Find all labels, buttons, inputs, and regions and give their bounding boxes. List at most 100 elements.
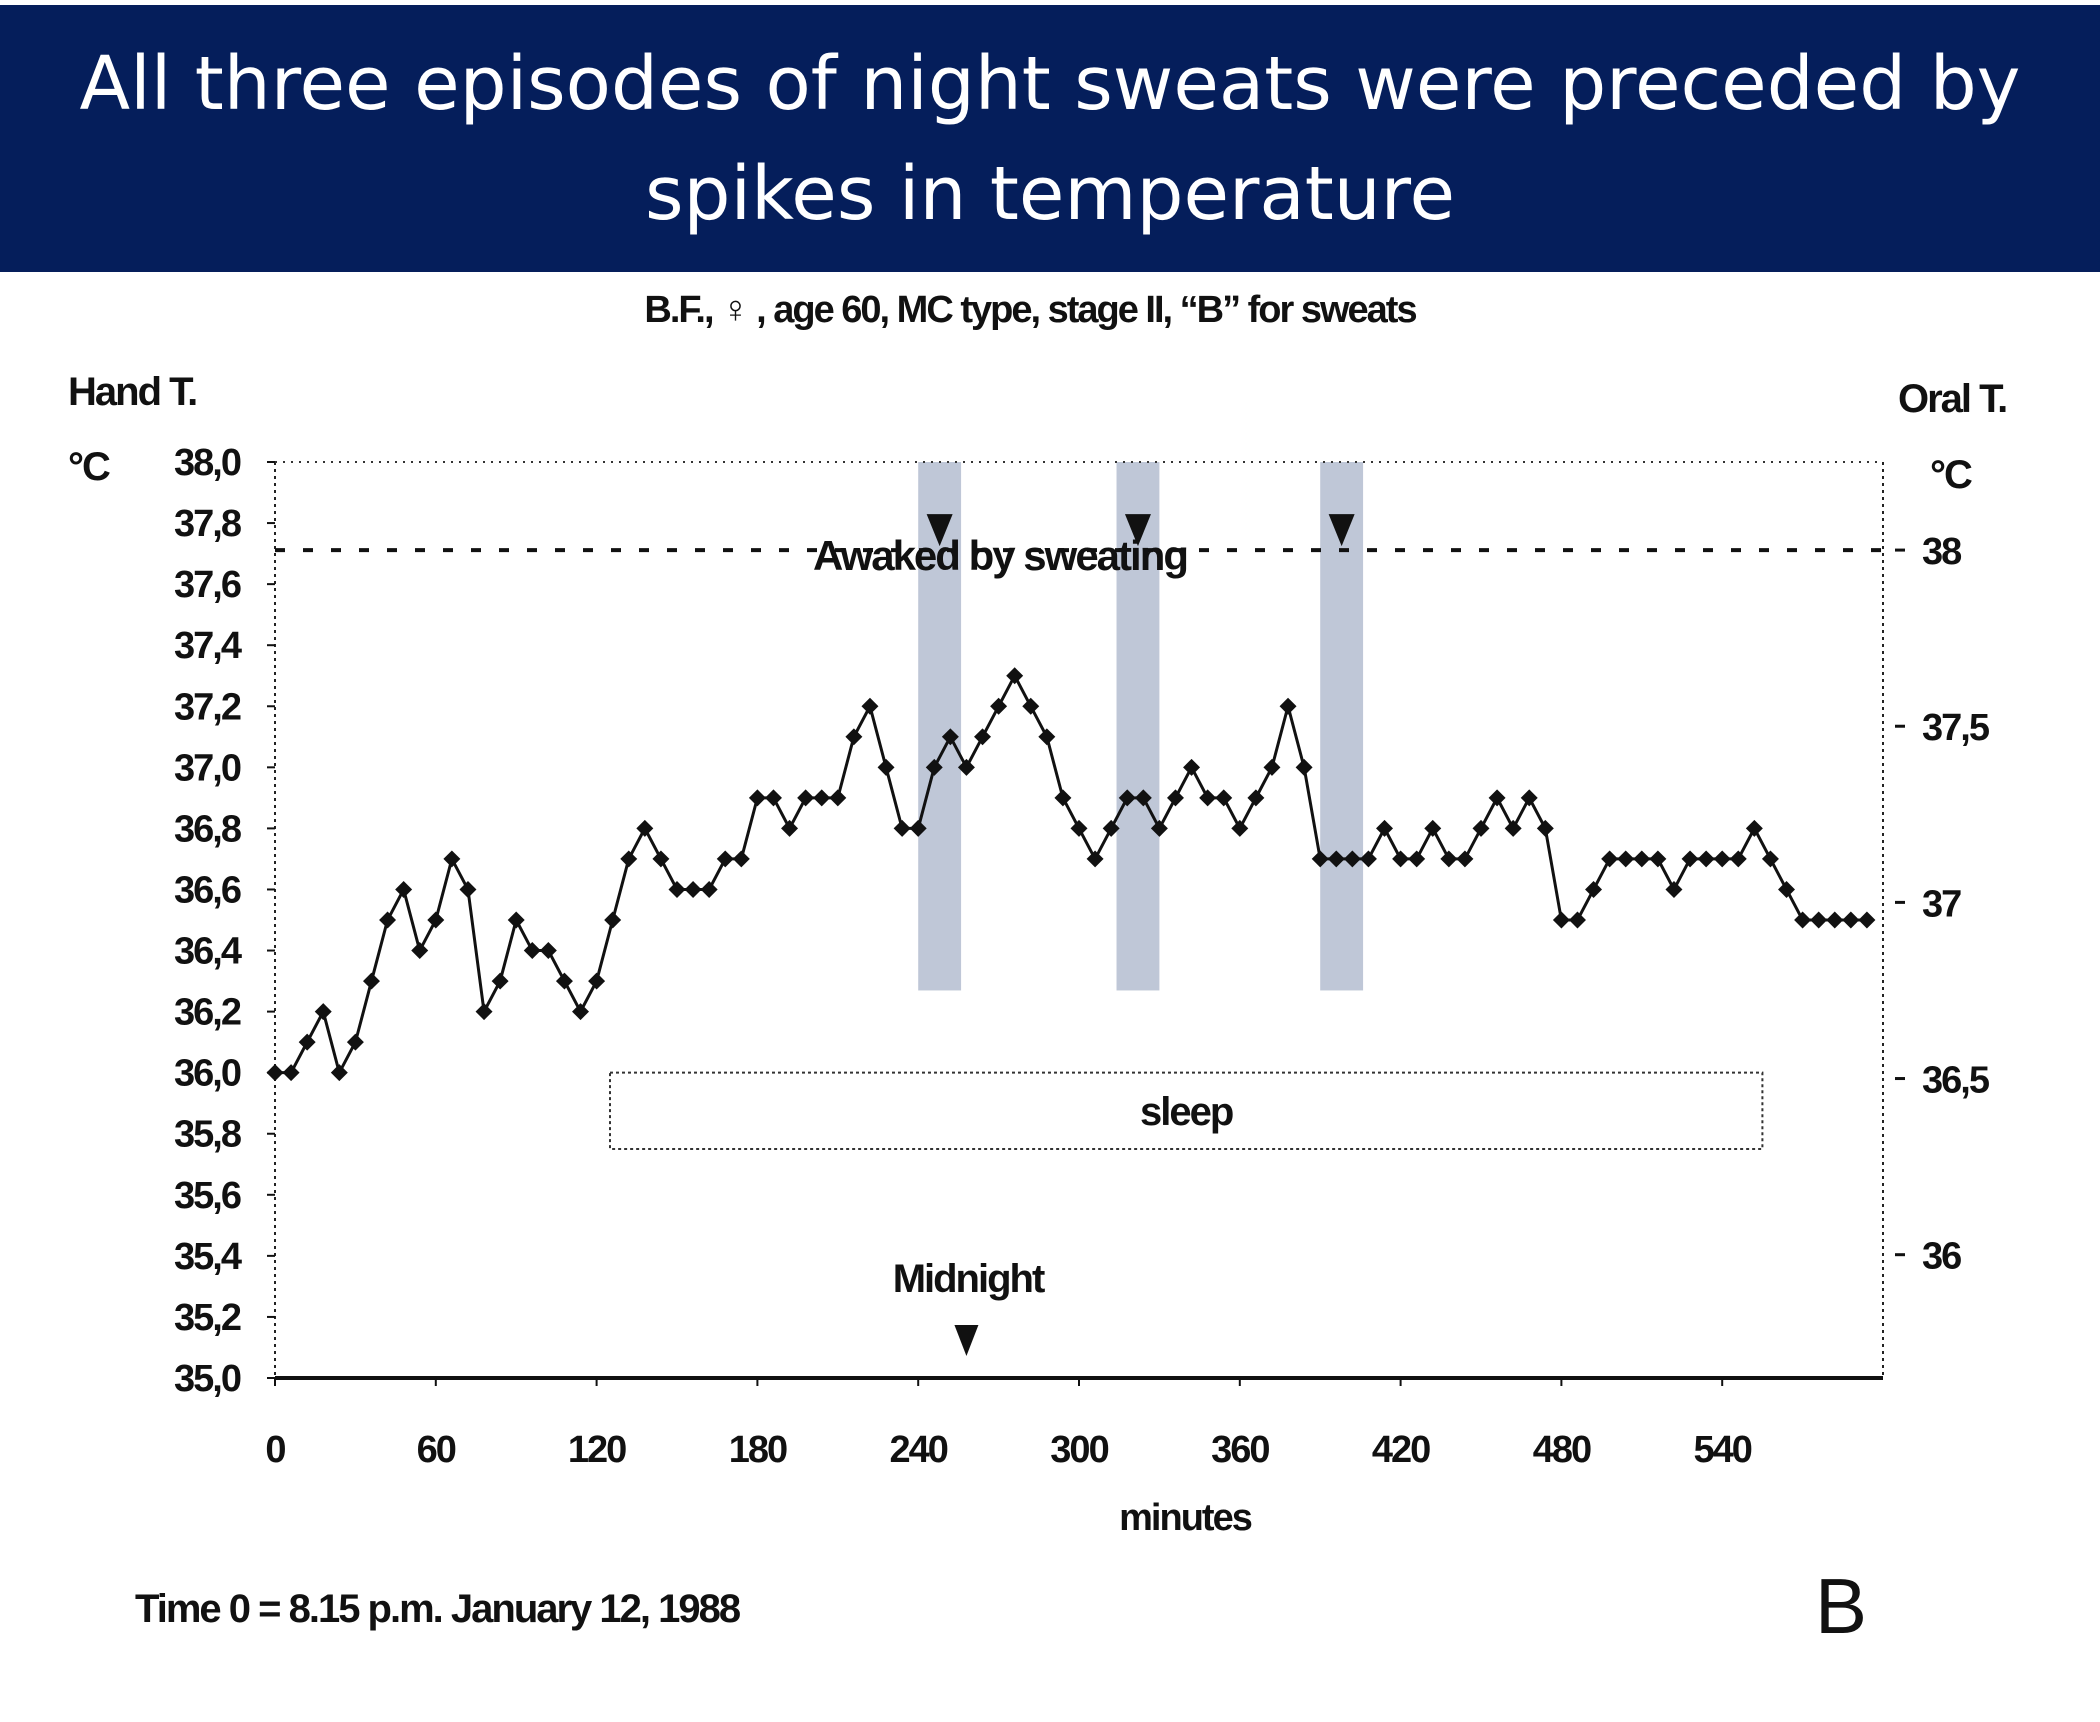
right-axis-title: Oral T.	[1898, 377, 2006, 421]
x-tick-label: 120	[568, 1429, 626, 1471]
data-point	[1295, 758, 1313, 776]
data-point	[764, 789, 782, 807]
data-point	[1520, 789, 1538, 807]
right-axis-unit: °C	[1930, 453, 1972, 497]
data-point	[1456, 850, 1474, 868]
data-point	[716, 850, 734, 868]
data-point	[732, 850, 750, 868]
y-tick-label: 37,0	[174, 747, 241, 789]
x-tick-label: 0	[265, 1429, 285, 1471]
data-point	[620, 850, 638, 868]
data-point	[1215, 789, 1233, 807]
data-point	[1488, 789, 1506, 807]
data-point	[1279, 697, 1297, 715]
data-point	[523, 942, 541, 960]
data-point	[1826, 911, 1844, 929]
data-point	[1166, 789, 1184, 807]
data-point	[990, 697, 1008, 715]
hand-temperature-series	[266, 667, 1876, 1082]
data-point	[1247, 789, 1265, 807]
right-y-tick-label: 37	[1922, 883, 1961, 925]
x-tick-label: 300	[1050, 1429, 1108, 1471]
data-point	[1536, 819, 1554, 837]
data-point	[1601, 850, 1619, 868]
data-point	[1778, 880, 1796, 898]
right-y-tick-label: 37,5	[1922, 707, 1990, 749]
x-tick-label: 180	[729, 1429, 787, 1471]
data-point	[1745, 819, 1763, 837]
data-point	[1552, 911, 1570, 929]
left-axis-ticks: 35,0 35,2 35,4 35,6 35,8 36,0 36,2 36,4 36,6 36,8…	[174, 442, 275, 1400]
data-point	[1665, 880, 1683, 898]
data-point	[1134, 789, 1152, 807]
data-point	[1585, 880, 1603, 898]
data-point	[475, 1003, 493, 1021]
data-point	[1311, 850, 1329, 868]
right-axis-ticks: 36 36,5 37 37,5 38	[1895, 531, 1992, 1278]
data-point	[266, 1064, 284, 1082]
data-point	[1054, 789, 1072, 807]
y-tick-label: 36,2	[174, 992, 241, 1034]
data-point	[797, 789, 815, 807]
data-point	[1408, 850, 1426, 868]
data-point	[1633, 850, 1651, 868]
data-point	[314, 1003, 332, 1021]
x-tick-label: 240	[889, 1429, 947, 1471]
data-point	[845, 728, 863, 746]
data-point	[1794, 911, 1812, 929]
title-banner: All three episodes of night sweats were …	[0, 5, 2100, 272]
data-point	[346, 1033, 364, 1051]
x-tick-label: 360	[1211, 1429, 1269, 1471]
data-point	[957, 758, 975, 776]
data-point	[1263, 758, 1281, 776]
x-tick-label: 480	[1533, 1429, 1591, 1471]
sleep-group: sleep	[609, 1071, 1764, 1356]
data-point	[1359, 850, 1377, 868]
data-point	[395, 880, 413, 898]
y-tick-label: 37,8	[174, 503, 241, 545]
data-point	[1842, 911, 1860, 929]
data-point	[1617, 850, 1635, 868]
sweat-label: Awaked by sweating	[813, 532, 1187, 579]
data-point	[1729, 850, 1747, 868]
series-line	[275, 672, 1867, 1077]
y-tick-label: 37,2	[174, 686, 241, 728]
data-point	[282, 1064, 300, 1082]
data-point	[1343, 850, 1361, 868]
data-point	[652, 850, 670, 868]
data-point	[1231, 819, 1249, 837]
data-point	[298, 1033, 316, 1051]
sleep-box	[609, 1071, 1764, 1150]
data-point	[491, 972, 509, 990]
data-point	[1392, 850, 1410, 868]
y-tick-label: 36,4	[174, 931, 242, 973]
data-point	[829, 789, 847, 807]
data-point	[861, 697, 879, 715]
data-point	[1649, 850, 1667, 868]
y-tick-label: 36,0	[174, 1053, 241, 1095]
data-point	[1858, 911, 1876, 929]
sweat-arrow-1	[926, 514, 953, 547]
y-tick-label: 35,0	[174, 1358, 241, 1400]
data-point	[604, 911, 622, 929]
x-axis-ticks: 0 60 120 180 240 300 360 420 480 540	[265, 1378, 1754, 1471]
data-point	[1504, 819, 1522, 837]
left-axis-title: Hand T.	[68, 370, 196, 414]
y-tick-label: 37,4	[174, 625, 242, 667]
y-tick-label: 37,6	[174, 564, 241, 606]
data-point	[1038, 728, 1056, 746]
data-point	[539, 942, 557, 960]
data-point	[1472, 819, 1490, 837]
data-point	[668, 880, 686, 898]
sweat-events	[926, 514, 1355, 547]
data-point	[1568, 911, 1586, 929]
y-tick-label: 36,6	[174, 869, 241, 911]
data-point	[1006, 667, 1024, 685]
data-point	[974, 728, 992, 746]
y-tick-label: 35,6	[174, 1175, 241, 1217]
data-point	[379, 911, 397, 929]
data-point	[427, 911, 445, 929]
data-point	[1183, 758, 1201, 776]
data-point	[1376, 819, 1394, 837]
